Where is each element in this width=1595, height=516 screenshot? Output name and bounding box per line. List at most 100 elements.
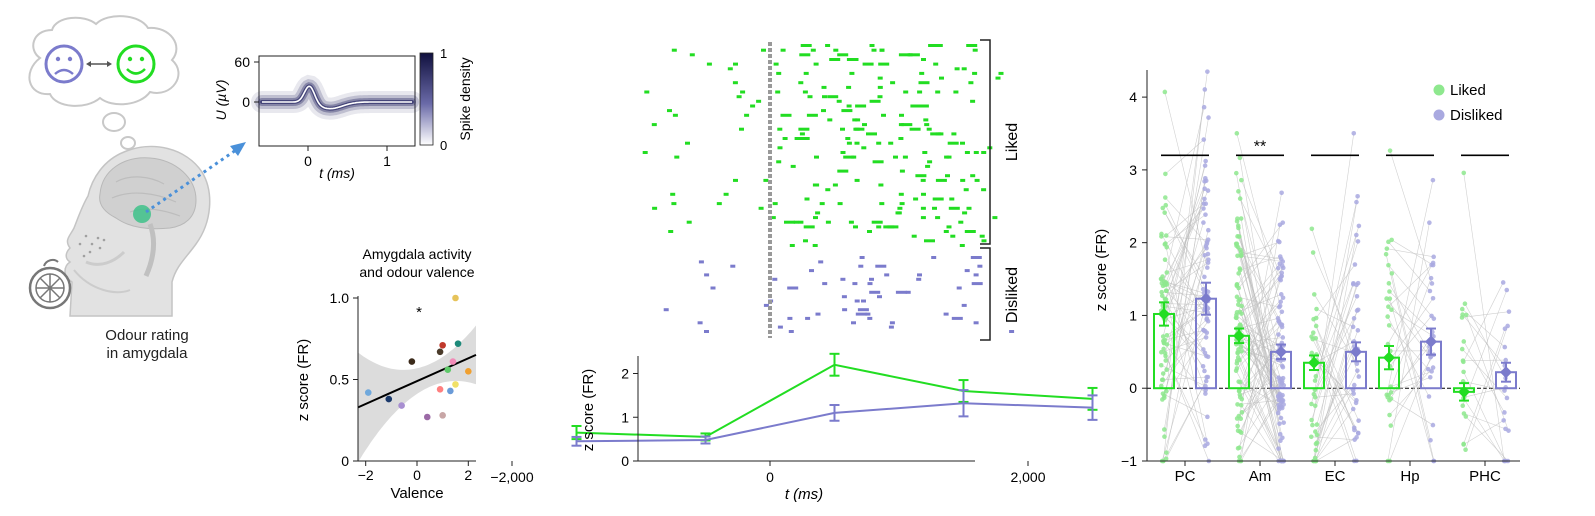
individual-line	[1163, 342, 1206, 394]
disliked-point	[1427, 220, 1432, 225]
disliked-point	[1355, 239, 1361, 244]
scatter-point-9	[444, 366, 452, 374]
disliked-spike	[697, 321, 703, 325]
liked-spike	[861, 146, 867, 150]
disliked-spike	[905, 290, 911, 294]
individual-line	[1238, 385, 1281, 417]
disliked-spike	[815, 312, 821, 316]
liked-point	[1459, 315, 1465, 320]
liked-point	[1311, 292, 1317, 297]
psth-ytick-label-2: 2	[621, 366, 629, 382]
disliked-point	[1350, 406, 1356, 412]
liked-spike	[966, 206, 972, 210]
disliked-point	[1428, 437, 1433, 443]
liked-spike	[903, 90, 909, 94]
disliked-point	[1206, 115, 1211, 120]
liked-spike	[946, 225, 952, 229]
scatter-title-line1: Amygdala activity	[363, 246, 472, 262]
scatter-title-line2: and odour valence	[359, 264, 474, 280]
liked-spike	[812, 244, 818, 247]
liked-spike	[668, 230, 674, 233]
liked-spike	[840, 151, 846, 154]
liked-point	[1386, 323, 1392, 328]
disliked-spike	[888, 325, 894, 329]
individual-line	[1238, 381, 1282, 462]
disliked-point	[1430, 177, 1436, 183]
individual-line	[1388, 278, 1432, 396]
disliked-group-bracket	[980, 247, 991, 341]
individual-line	[1241, 180, 1282, 277]
liked-spike	[972, 48, 978, 52]
individual-line	[1163, 330, 1206, 374]
disliked-point	[1203, 212, 1208, 217]
individual-line	[1166, 262, 1209, 292]
individual-line	[1311, 436, 1355, 440]
bidirectional-arrow-icon	[86, 61, 112, 67]
liked-spike	[902, 155, 908, 159]
liked-point	[1239, 410, 1245, 415]
liked-spike	[981, 239, 987, 243]
psth-xtick-label-0: −2,000	[490, 469, 533, 485]
liked-spike	[930, 132, 942, 136]
disliked-spike	[951, 316, 963, 320]
scatter-ytick-label-2: 1.0	[330, 290, 350, 306]
liked-point	[1236, 225, 1241, 231]
liked-spike	[973, 151, 979, 154]
disliked-point	[1355, 328, 1361, 333]
liked-spike	[773, 62, 779, 66]
liked-point	[1159, 289, 1164, 295]
illustration-caption-line1: Odour rating	[105, 327, 188, 344]
liked-spike	[901, 123, 913, 127]
liked-spike	[813, 62, 819, 66]
disliked-point	[1429, 369, 1434, 374]
individual-line	[1236, 296, 1280, 308]
disliked-point	[1205, 260, 1211, 265]
bar-individual-lines	[1160, 71, 1509, 462]
individual-line	[1161, 233, 1208, 319]
disliked-point	[1205, 374, 1211, 380]
individual-line	[1237, 236, 1283, 325]
individual-line	[1385, 254, 1435, 462]
disliked-point	[1277, 222, 1283, 228]
liked-point	[1234, 131, 1240, 136]
disliked-spike	[841, 295, 847, 299]
liked-spike	[920, 178, 926, 182]
liked-spike	[935, 216, 941, 220]
disliked-group-label: Disliked	[1004, 267, 1021, 323]
disliked-spike	[663, 308, 669, 312]
individual-line	[1162, 253, 1209, 400]
disliked-spike	[787, 286, 799, 290]
liked-spike	[968, 81, 974, 85]
disliked-point	[1427, 288, 1433, 294]
disliked-point	[1277, 239, 1282, 245]
liked-spike	[674, 155, 680, 159]
legend-liked-label: Liked	[1450, 82, 1486, 99]
liked-spike	[927, 160, 933, 164]
disliked-point	[1203, 378, 1209, 384]
individual-line	[1239, 311, 1282, 397]
liked-spike	[959, 244, 965, 247]
scatter-point-15	[465, 368, 472, 375]
scatter-xtick-label-1: 0	[413, 467, 421, 483]
liked-point	[1383, 251, 1389, 257]
disliked-point	[1279, 270, 1285, 276]
liked-spike	[846, 104, 852, 108]
individual-line	[1238, 236, 1283, 402]
individual-line	[1161, 337, 1207, 353]
liked-spike	[798, 127, 810, 131]
scatter-point-0	[364, 389, 372, 396]
individual-line	[1236, 321, 1280, 364]
individual-line	[1165, 205, 1207, 292]
illustration-caption-line2: in amygdala	[107, 345, 189, 362]
individual-line	[1238, 311, 1283, 392]
disliked-point	[1430, 296, 1436, 301]
liked-spike	[845, 137, 851, 140]
liked-spike	[671, 202, 677, 206]
liked-spike	[827, 95, 839, 99]
disliked-point	[1429, 262, 1434, 268]
liked-point	[1236, 379, 1241, 384]
disliked-spike	[698, 260, 704, 264]
waveform-panel: 60 0 0 1 U (µV) t (ms) 1 0 Spike density	[213, 46, 473, 181]
liked-spike	[723, 192, 729, 196]
individual-line	[1463, 341, 1505, 413]
